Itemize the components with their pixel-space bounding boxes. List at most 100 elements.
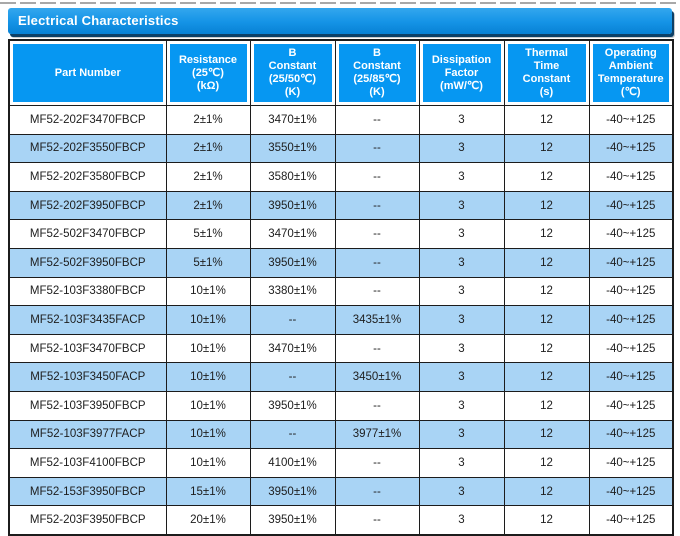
cell-r25: 5±1%: [165, 247, 251, 278]
table-row: MF52-502F3470FBCP 5±1% 3470±1% -- 3 12 -40~+12…: [8, 219, 674, 249]
cell-df: 3: [418, 362, 505, 392]
cell-oat: -40~+125: [588, 419, 674, 450]
cell-r25: 10±1%: [165, 448, 251, 478]
cell-df: 3: [418, 476, 505, 507]
cell-r25: 20±1%: [165, 505, 251, 536]
cell-b2585: --: [334, 162, 420, 192]
cell-b2585: --: [334, 390, 420, 421]
cell-ttc: 12: [503, 162, 590, 192]
header-row: Part Number Resistance (25℃) (kΩ) B Consta…: [8, 39, 674, 106]
cell-df: 3: [418, 333, 505, 364]
cell-part: MF52-103F3977FACP: [8, 419, 167, 450]
cell-part: MF52-103F4100FBCP: [8, 448, 167, 478]
cell-df: 3: [418, 505, 505, 536]
cell-part: MF52-202F3950FBCP: [8, 190, 167, 221]
cell-oat: -40~+125: [588, 362, 674, 392]
cell-part: MF52-202F3580FBCP: [8, 162, 167, 192]
cell-part: MF52-202F3550FBCP: [8, 133, 167, 164]
cell-b2585: --: [334, 333, 420, 364]
cell-part: MF52-153F3950FBCP: [8, 476, 167, 507]
cell-df: 3: [418, 448, 505, 478]
cell-b2585: --: [334, 476, 420, 507]
cell-ttc: 12: [503, 133, 590, 164]
cell-r25: 10±1%: [165, 305, 251, 335]
cell-b2550: 3470±1%: [249, 333, 336, 364]
column-header-ttc: Thermal Time Constant (s): [503, 39, 590, 106]
cell-df: 3: [418, 390, 505, 421]
cell-r25: 10±1%: [165, 276, 251, 307]
cell-ttc: 12: [503, 390, 590, 421]
table-row: MF52-103F3977FACP 10±1% -- 3977±1% 3 12 -40~+1…: [8, 419, 674, 450]
table-row: MF52-103F3450FACP 10±1% -- 3450±1% 3 12 -40~+1…: [8, 362, 674, 392]
cell-r25: 10±1%: [165, 333, 251, 364]
cell-b2550: 4100±1%: [249, 448, 336, 478]
table-row: MF52-103F3950FBCP 10±1% 3950±1% -- 3 12 -40~+1…: [8, 390, 674, 421]
table-row: MF52-103F4100FBCP 10±1% 4100±1% -- 3 12 -40~+1…: [8, 448, 674, 478]
column-header-df: Dissipation Factor (mW/℃): [418, 39, 505, 106]
cell-part: MF52-502F3950FBCP: [8, 247, 167, 278]
cell-oat: -40~+125: [588, 333, 674, 364]
table-header: Part Number Resistance (25℃) (kΩ) B Consta…: [8, 39, 674, 106]
cell-ttc: 12: [503, 419, 590, 450]
cell-b2585: --: [334, 133, 420, 164]
cell-r25: 2±1%: [165, 105, 251, 135]
cell-b2550: 3550±1%: [249, 133, 336, 164]
cell-ttc: 12: [503, 505, 590, 536]
table-row: MF52-103F3470FBCP 10±1% 3470±1% -- 3 12 -40~+1…: [8, 333, 674, 364]
cell-df: 3: [418, 419, 505, 450]
cell-r25: 5±1%: [165, 219, 251, 249]
cell-r25: 10±1%: [165, 362, 251, 392]
cell-r25: 2±1%: [165, 133, 251, 164]
column-header-part: Part Number: [8, 39, 167, 106]
table-body: MF52-202F3470FBCP 2±1% 3470±1% -- 3 12 -40~+12…: [8, 105, 674, 536]
cell-oat: -40~+125: [588, 219, 674, 249]
cell-ttc: 12: [503, 105, 590, 135]
top-dashed-divider: [0, 2, 680, 4]
cell-ttc: 12: [503, 247, 590, 278]
cell-ttc: 12: [503, 476, 590, 507]
cell-ttc: 12: [503, 362, 590, 392]
cell-r25: 2±1%: [165, 190, 251, 221]
table-row: MF52-203F3950FBCP 20±1% 3950±1% -- 3 12 -40~+1…: [8, 505, 674, 536]
table-row: MF52-502F3950FBCP 5±1% 3950±1% -- 3 12 -40~+12…: [8, 247, 674, 278]
cell-oat: -40~+125: [588, 476, 674, 507]
cell-b2585: --: [334, 276, 420, 307]
cell-df: 3: [418, 190, 505, 221]
table-row: MF52-103F3380FBCP 10±1% 3380±1% -- 3 12 -40~+1…: [8, 276, 674, 307]
column-header-b2585: B Constant (25/85℃) (K): [334, 39, 420, 106]
cell-b2550: 3950±1%: [249, 476, 336, 507]
cell-b2585: --: [334, 448, 420, 478]
cell-r25: 10±1%: [165, 390, 251, 421]
cell-r25: 10±1%: [165, 419, 251, 450]
cell-df: 3: [418, 133, 505, 164]
cell-ttc: 12: [503, 333, 590, 364]
cell-oat: -40~+125: [588, 105, 674, 135]
cell-df: 3: [418, 276, 505, 307]
cell-df: 3: [418, 247, 505, 278]
cell-b2585: 3435±1%: [334, 305, 420, 335]
cell-b2550: --: [249, 419, 336, 450]
cell-b2550: --: [249, 305, 336, 335]
cell-oat: -40~+125: [588, 190, 674, 221]
cell-part: MF52-103F3450FACP: [8, 362, 167, 392]
cell-b2550: 3380±1%: [249, 276, 336, 307]
cell-r25: 15±1%: [165, 476, 251, 507]
cell-ttc: 12: [503, 448, 590, 478]
cell-ttc: 12: [503, 219, 590, 249]
cell-ttc: 12: [503, 276, 590, 307]
column-header-r25: Resistance (25℃) (kΩ): [165, 39, 251, 106]
cell-b2550: 3950±1%: [249, 247, 336, 278]
cell-b2550: --: [249, 362, 336, 392]
cell-part: MF52-103F3380FBCP: [8, 276, 167, 307]
table-row: MF52-202F3580FBCP 2±1% 3580±1% -- 3 12 -40~+12…: [8, 162, 674, 192]
cell-oat: -40~+125: [588, 133, 674, 164]
section-title: Electrical Characteristics: [18, 13, 179, 28]
table-row: MF52-103F3435FACP 10±1% -- 3435±1% 3 12 -40~+1…: [8, 305, 674, 335]
cell-ttc: 12: [503, 190, 590, 221]
cell-oat: -40~+125: [588, 247, 674, 278]
cell-oat: -40~+125: [588, 305, 674, 335]
section-banner: Electrical Characteristics: [8, 8, 672, 34]
electrical-characteristics-table: Part Number Resistance (25℃) (kΩ) B Consta…: [8, 39, 674, 536]
cell-df: 3: [418, 219, 505, 249]
